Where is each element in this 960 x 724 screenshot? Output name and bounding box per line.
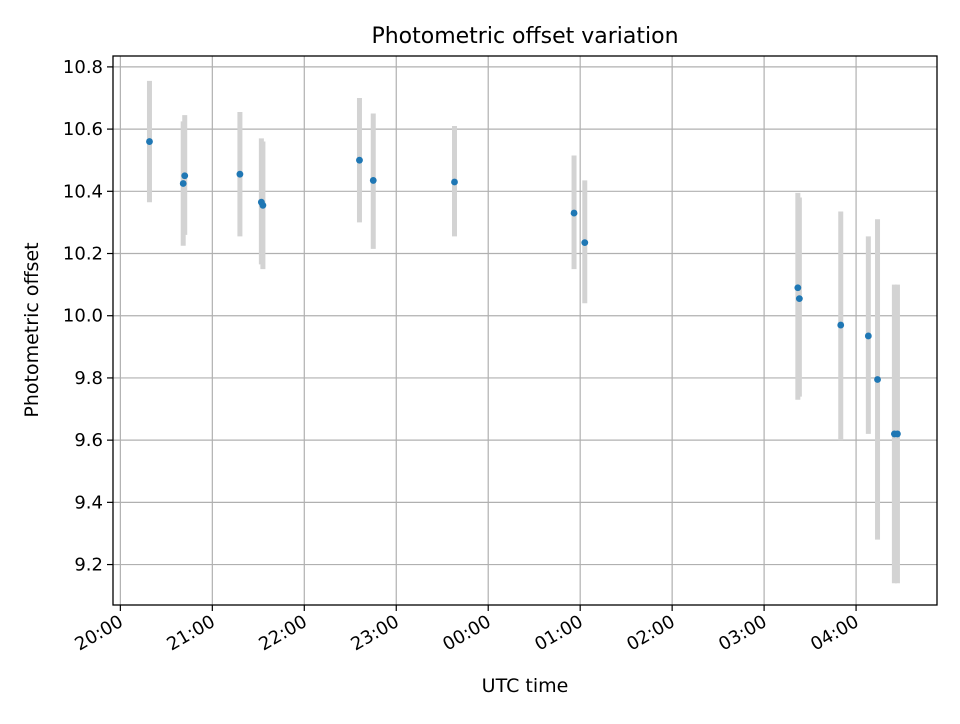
y-tick-label: 10.2	[63, 244, 103, 265]
x-axis-label: UTC time	[482, 675, 569, 697]
x-tick-label: 02:00	[623, 611, 678, 655]
y-tick-label: 10.8	[63, 57, 103, 78]
plot-frame	[112, 55, 938, 606]
x-tick-label: 20:00	[71, 611, 126, 655]
data-point	[179, 180, 187, 187]
y-tick-label: 9.6	[74, 430, 103, 451]
data-point	[794, 284, 802, 292]
x-tick-label: 00:00	[439, 611, 494, 655]
data-point	[864, 332, 872, 340]
data-point	[795, 295, 803, 303]
x-axis: 20:00 21:00 22:00 23:00 00:00 01:00 02:00 03:00…	[71, 605, 863, 655]
chart-title: Photometric offset variation	[371, 24, 678, 49]
data-point	[181, 172, 189, 180]
data-point	[570, 209, 578, 217]
data-point	[369, 177, 377, 184]
y-tick-label: 9.4	[74, 492, 103, 513]
y-axis-label: Photometric offset	[21, 242, 43, 417]
y-tick-label: 9.8	[74, 368, 103, 389]
y-tick-label: 10.4	[63, 181, 103, 202]
data-points	[146, 138, 901, 438]
data-point	[874, 376, 881, 383]
data-point	[451, 178, 458, 186]
grid	[113, 56, 937, 605]
data-point	[146, 138, 153, 145]
data-point	[236, 170, 244, 178]
x-tick-label: 21:00	[163, 611, 218, 655]
x-tick-label: 23:00	[347, 611, 402, 655]
x-tick-label: 03:00	[715, 611, 770, 655]
data-point	[894, 430, 901, 438]
errorbars	[146, 80, 900, 584]
x-tick-label: 22:00	[255, 611, 310, 655]
data-point	[259, 201, 267, 209]
y-tick-label: 9.2	[74, 555, 103, 576]
data-point	[581, 239, 589, 247]
x-tick-label: 01:00	[531, 611, 586, 655]
y-tick-label: 10.6	[63, 119, 103, 140]
y-tick-label: 10.0	[63, 306, 103, 327]
data-point	[837, 321, 845, 329]
data-point	[356, 156, 363, 164]
y-axis: 9.2 9.4 9.6 9.8 10.0 10.2 10.4 10.6 10.8	[63, 57, 113, 576]
x-tick-label: 04:00	[807, 611, 862, 655]
